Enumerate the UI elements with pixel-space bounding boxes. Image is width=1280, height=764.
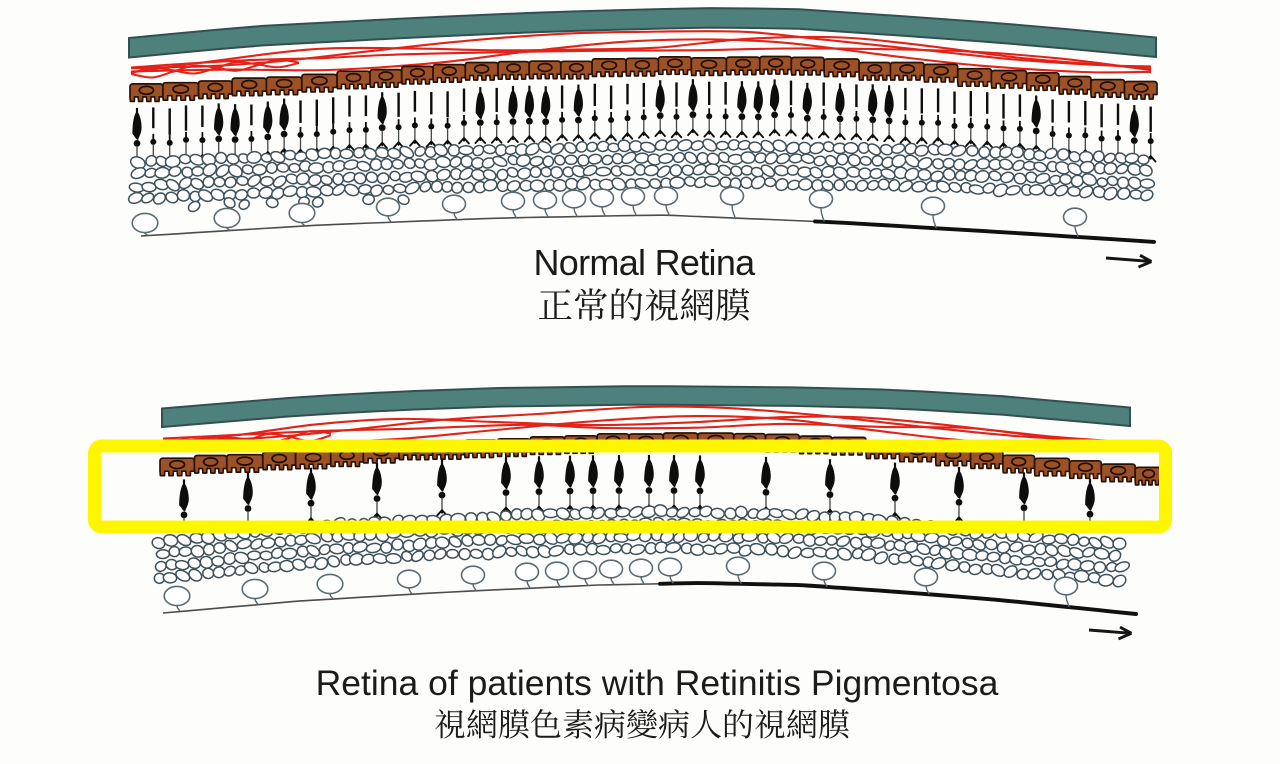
svg-text:Normal Retina: Normal Retina xyxy=(534,242,757,283)
svg-text:Retina of patients with Retini: Retina of patients with Retinitis Pigmen… xyxy=(316,663,999,703)
